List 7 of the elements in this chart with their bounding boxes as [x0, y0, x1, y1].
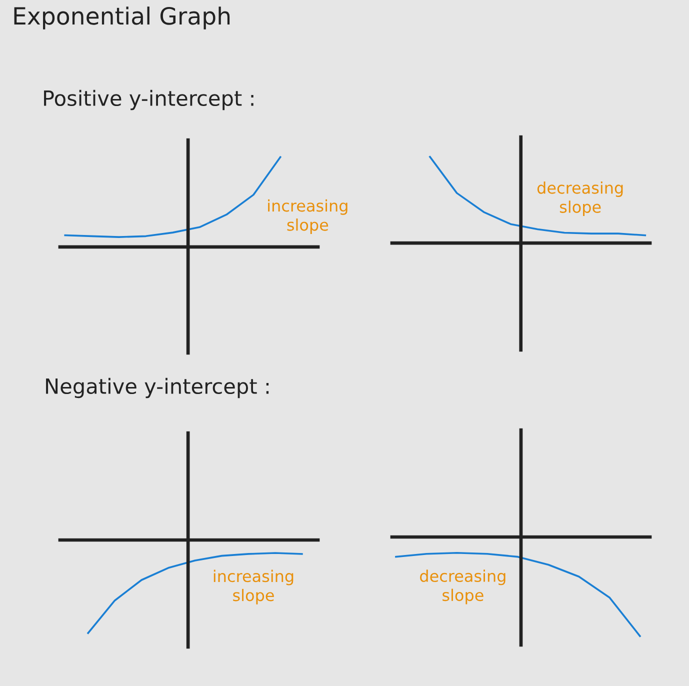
annotation: decreasing slope	[537, 181, 623, 216]
chart-subtitle: Positive y-intercept :	[44, 90, 254, 110]
chart-subtitle: Negative y-intercept :	[46, 378, 269, 398]
annotation: increasing slope	[214, 570, 294, 604]
annotation: decreasing slope	[420, 570, 506, 604]
chart-title: Exponential Graph	[14, 6, 230, 30]
annotation: increasing slope	[268, 199, 348, 234]
